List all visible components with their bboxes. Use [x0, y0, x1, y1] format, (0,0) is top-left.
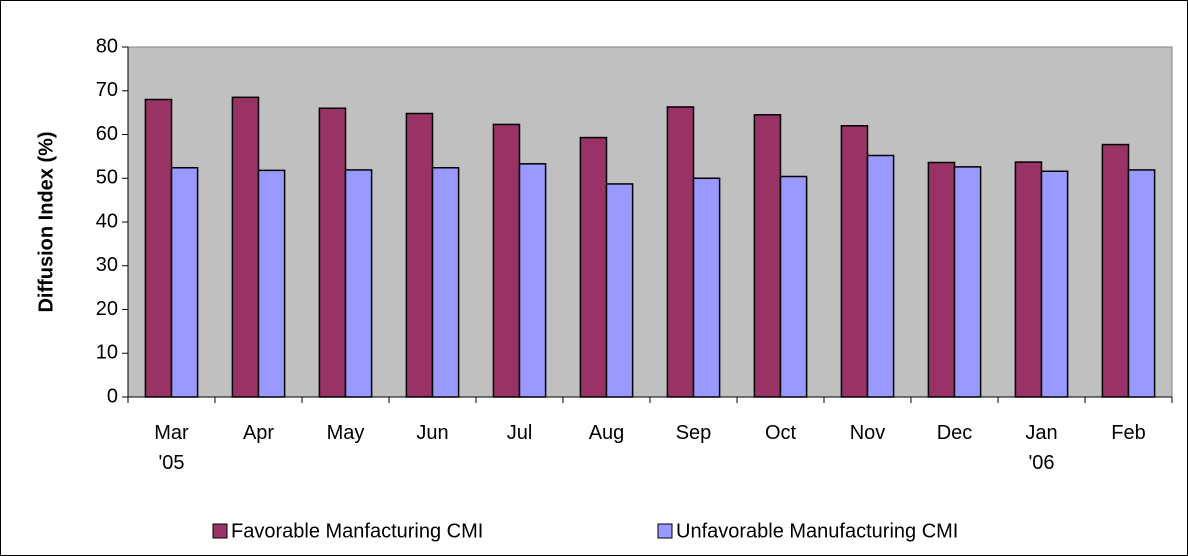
bar: [666, 106, 695, 398]
y-axis-label: Diffusion Index (%): [35, 131, 57, 312]
x-tick-label: Aug: [588, 422, 625, 444]
bar: [1127, 169, 1156, 398]
y-tick-label: 40: [96, 210, 118, 232]
x-tick-label: Jan '06: [1025, 422, 1058, 474]
bar: [518, 163, 547, 398]
bar: [318, 107, 347, 398]
bar: [170, 167, 199, 398]
x-tick-label: Mar '05: [154, 422, 189, 474]
y-tick-label: 80: [96, 35, 118, 57]
bar: [144, 98, 173, 398]
x-tick-label: Jul: [506, 422, 533, 444]
legend-swatch: [212, 523, 228, 539]
legend-label: Favorable Manfacturing CMI: [231, 520, 483, 542]
bar: [257, 169, 286, 398]
y-tick-label: 70: [96, 79, 118, 101]
x-tick-label: Apr: [242, 422, 275, 444]
x-tick-label: Jun: [416, 422, 449, 444]
x-tick-label: Nov: [849, 422, 886, 444]
bar: [579, 136, 608, 398]
bar: [405, 112, 434, 398]
bar: [231, 96, 260, 398]
x-tick-label: May: [326, 422, 365, 444]
legend-swatch: [657, 523, 673, 539]
y-tick-label: 30: [96, 254, 118, 276]
bar: [1040, 170, 1069, 398]
y-tick-label: 60: [96, 123, 118, 145]
bar: [692, 177, 721, 398]
x-tick-label: Oct: [764, 422, 797, 444]
y-tick-label: 0: [107, 385, 118, 407]
bar: [779, 175, 808, 398]
bar: [927, 161, 956, 398]
y-tick-label: 20: [96, 298, 118, 320]
y-tick-label: 50: [96, 167, 118, 189]
bar: [840, 125, 869, 398]
x-tick-label: Feb: [1111, 422, 1146, 444]
plot-area: [127, 46, 1173, 398]
bar: [492, 123, 521, 398]
bar: [344, 169, 373, 398]
bar: [1101, 143, 1130, 398]
bar: [753, 114, 782, 398]
bar: [953, 166, 982, 398]
x-tick-label: Dec: [936, 422, 973, 444]
x-tick-label: Sep: [675, 422, 712, 444]
bar: [866, 154, 895, 398]
y-tick-label: 10: [96, 342, 118, 364]
bar: [431, 167, 460, 398]
bar: [1014, 161, 1043, 398]
bar: [605, 183, 634, 398]
legend-label: Unfavorable Manufacturing CMI: [676, 520, 958, 542]
